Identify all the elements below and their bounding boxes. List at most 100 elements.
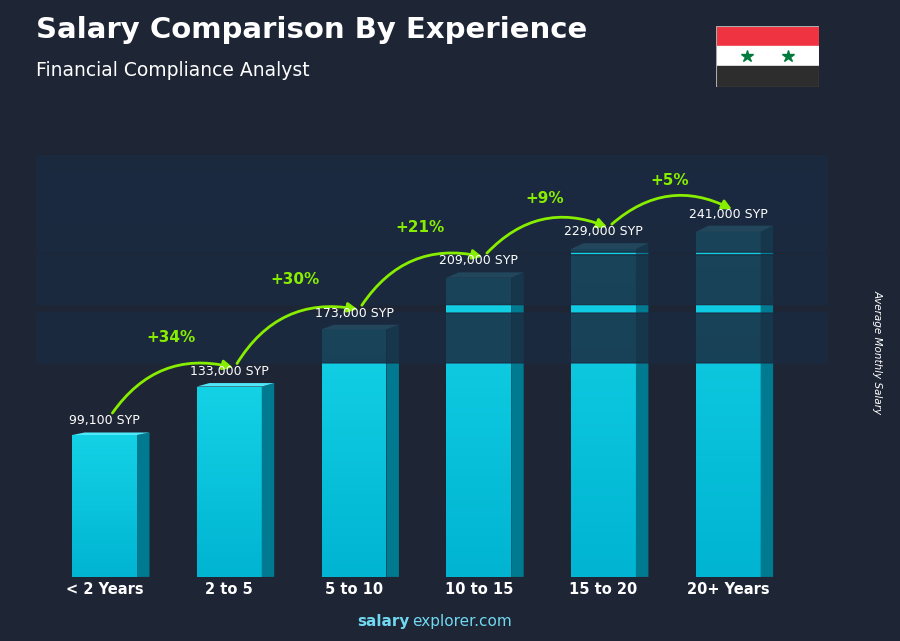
Bar	[72, 565, 137, 567]
Bar	[72, 553, 137, 556]
Bar	[321, 354, 386, 358]
Bar	[72, 468, 137, 470]
Bar	[72, 497, 137, 499]
Bar	[696, 410, 760, 416]
Bar	[696, 404, 760, 410]
Bar	[197, 529, 262, 533]
Bar	[572, 522, 636, 528]
Bar	[696, 393, 760, 399]
Bar	[72, 442, 137, 444]
Bar	[696, 387, 760, 393]
Bar	[572, 468, 636, 473]
Bar	[572, 479, 636, 484]
Bar	[446, 372, 511, 378]
Bar	[197, 418, 262, 421]
Bar	[197, 387, 262, 390]
Bar	[572, 402, 636, 408]
Bar	[572, 265, 636, 271]
Bar	[321, 428, 386, 433]
Bar	[72, 456, 137, 459]
Bar	[572, 473, 636, 479]
Bar	[446, 407, 511, 412]
Bar	[321, 540, 386, 544]
Bar	[696, 565, 760, 571]
Bar	[72, 480, 137, 482]
Bar	[572, 254, 636, 260]
Bar	[446, 293, 511, 297]
Bar	[197, 460, 262, 463]
Bar	[72, 567, 137, 570]
Text: 241,000 SYP: 241,000 SYP	[688, 208, 768, 221]
Bar	[446, 288, 511, 293]
Bar	[572, 331, 636, 337]
Bar	[446, 333, 511, 338]
Bar	[446, 353, 511, 358]
Bar	[321, 379, 386, 383]
Bar	[197, 481, 262, 485]
Bar	[72, 511, 137, 513]
Text: 173,000 SYP: 173,000 SYP	[315, 306, 393, 320]
Bar	[446, 532, 511, 537]
Polygon shape	[72, 433, 149, 435]
Bar	[446, 517, 511, 522]
Bar	[321, 362, 386, 367]
Bar	[446, 457, 511, 462]
Bar	[321, 556, 386, 560]
Bar	[696, 261, 760, 267]
Bar	[321, 465, 386, 470]
Bar	[446, 437, 511, 442]
Bar	[197, 453, 262, 456]
Bar	[321, 536, 386, 540]
Bar	[572, 408, 636, 413]
Bar	[696, 537, 760, 542]
Bar	[572, 445, 636, 451]
Bar	[321, 515, 386, 519]
Bar	[446, 477, 511, 482]
Bar	[72, 440, 137, 442]
Bar	[72, 447, 137, 449]
Bar	[716, 66, 819, 87]
Bar	[197, 504, 262, 507]
Bar	[572, 544, 636, 549]
Bar	[72, 537, 137, 539]
Bar	[197, 513, 262, 517]
Bar	[572, 391, 636, 397]
Bar	[696, 370, 760, 376]
Bar	[197, 501, 262, 504]
Bar	[446, 387, 511, 392]
Bar	[72, 574, 137, 577]
Bar	[696, 295, 760, 301]
Bar	[446, 313, 511, 317]
Bar	[572, 276, 636, 282]
Bar	[446, 547, 511, 552]
Bar	[197, 548, 262, 551]
Bar	[72, 542, 137, 544]
Bar	[696, 267, 760, 272]
Bar	[72, 539, 137, 542]
Bar	[197, 440, 262, 444]
Bar	[321, 462, 386, 465]
Bar	[446, 417, 511, 422]
Bar	[446, 567, 511, 572]
Bar	[321, 457, 386, 462]
Bar	[696, 422, 760, 428]
Bar	[446, 308, 511, 313]
Bar	[696, 439, 760, 445]
Bar	[72, 461, 137, 463]
Circle shape	[0, 156, 900, 206]
Text: +30%: +30%	[271, 272, 320, 287]
Bar	[446, 562, 511, 567]
Bar	[446, 432, 511, 437]
Bar	[446, 278, 511, 283]
Bar	[696, 341, 760, 347]
Bar	[72, 551, 137, 553]
Bar	[696, 381, 760, 387]
Bar	[696, 232, 760, 238]
Bar	[72, 528, 137, 529]
Bar	[446, 283, 511, 288]
Polygon shape	[446, 272, 524, 278]
Bar	[696, 376, 760, 381]
Bar	[696, 433, 760, 439]
Bar	[321, 420, 386, 424]
Bar	[197, 472, 262, 476]
